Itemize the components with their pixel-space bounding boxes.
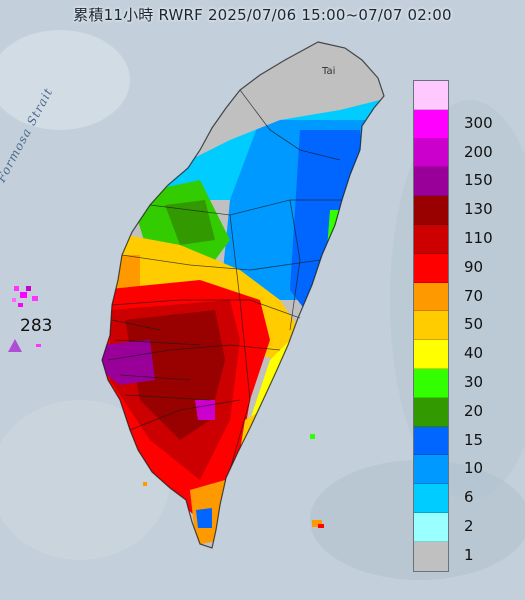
legend-swatch (414, 311, 448, 341)
legend-label: 20 (464, 401, 484, 420)
legend-swatch (414, 484, 448, 513)
legend-label: 200 (464, 142, 493, 161)
legend-label: 30 (464, 373, 484, 391)
map-title: 累積11小時 RWRF 2025/07/06 15:00~07/07 02:00 (73, 6, 452, 24)
city-label-tai: Tai (322, 66, 336, 77)
legend-label: 70 (464, 286, 484, 305)
legend-swatch (414, 224, 448, 254)
legend-swatch (414, 81, 448, 110)
legend-label: 90 (464, 257, 484, 276)
legend-swatch (414, 340, 448, 369)
legend-label: 150 (464, 171, 493, 190)
triangle-icon (8, 339, 22, 352)
legend-swatch (414, 138, 448, 168)
legend-swatch (414, 512, 448, 542)
legend-label: 110 (464, 229, 493, 247)
legend-swatch (414, 455, 448, 485)
legend-label: 15 (464, 430, 484, 449)
legend-swatch (414, 368, 448, 398)
legend-label: 50 (464, 315, 484, 334)
station-value: 283 (20, 316, 53, 336)
legend-swatch (414, 541, 448, 571)
county-boundaries (101, 41, 385, 549)
legend-colorbar (413, 80, 449, 572)
legend-swatch (414, 167, 448, 197)
legend-label: 40 (464, 344, 484, 363)
legend-label: 6 (464, 488, 474, 507)
offshore-rain-cells (12, 286, 324, 528)
legend-swatch (414, 282, 448, 312)
legend-label: 300 (464, 113, 493, 132)
legend-label: 2 (464, 517, 474, 535)
legend-swatch (414, 196, 448, 225)
legend-swatch (414, 397, 448, 427)
legend-label: 1 (464, 545, 474, 564)
legend-label: 10 (464, 459, 484, 478)
legend-label: 130 (464, 200, 493, 219)
legend-swatch (414, 109, 448, 139)
legend-swatch (414, 426, 448, 456)
legend-swatch (414, 253, 448, 283)
